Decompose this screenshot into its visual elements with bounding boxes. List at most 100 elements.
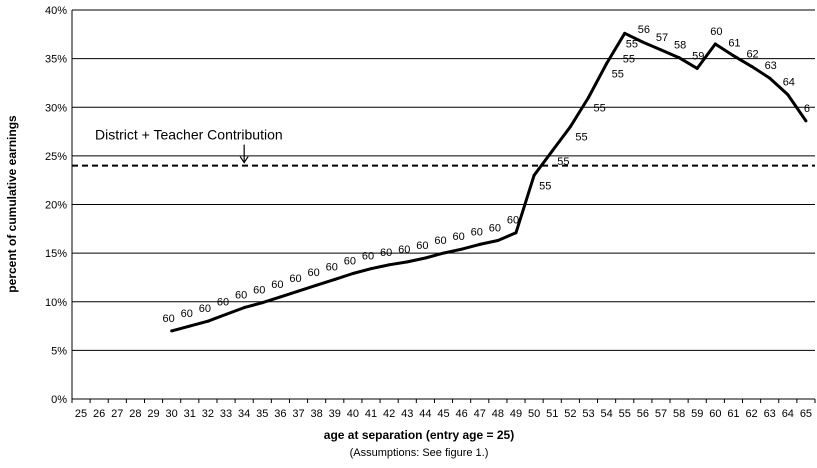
y-tick-label: 10% [45, 297, 67, 309]
data-label: 57 [656, 32, 668, 44]
data-label: 60 [398, 244, 410, 256]
data-label: 61 [728, 38, 740, 50]
x-tick-label: 25 [75, 408, 87, 420]
chart-note: (Assumptions: See figure 1.) [350, 447, 489, 459]
data-label: 55 [626, 38, 638, 50]
data-point [677, 56, 681, 60]
data-point [568, 125, 572, 129]
data-label: 60 [434, 235, 446, 247]
data-point [731, 54, 735, 58]
data-label: 64 [783, 77, 795, 89]
y-tick-label: 25% [45, 151, 67, 163]
x-axis-title: age at separation (entry age = 25) [324, 428, 514, 442]
y-tick-label: 0% [51, 394, 67, 406]
data-point [750, 64, 754, 68]
x-tick-label: 47 [474, 408, 486, 420]
x-tick-label: 59 [691, 408, 703, 420]
x-tick-label: 29 [147, 408, 159, 420]
data-point [442, 251, 445, 255]
data-label: 60 [326, 261, 338, 273]
data-point [532, 173, 536, 177]
x-tick-label: 42 [383, 408, 395, 420]
x-tick-label: 57 [655, 408, 667, 420]
x-tick-label: 63 [764, 408, 776, 420]
x-tick-label: 35 [256, 408, 268, 420]
x-tick-label: 64 [782, 408, 794, 420]
x-tick-label: 30 [166, 408, 178, 420]
data-label: 59 [692, 50, 704, 62]
data-point [369, 267, 373, 271]
data-label: 60 [181, 308, 193, 320]
x-tick-label: 60 [709, 408, 721, 420]
x-tick-label: 41 [365, 408, 377, 420]
data-point [550, 149, 554, 153]
data-label: 60 [452, 231, 464, 243]
data-point [605, 61, 609, 65]
x-tick-label: 53 [582, 408, 594, 420]
reference-line-label: District + Teacher Contribution [95, 127, 283, 143]
x-tick-label: 56 [637, 408, 649, 420]
data-label: 58 [674, 40, 686, 52]
y-tick-label: 15% [45, 248, 67, 260]
x-tick-label: 65 [800, 408, 812, 420]
gridlines [71, 9, 815, 400]
data-point [333, 277, 337, 281]
data-point [278, 295, 282, 299]
series-group [170, 31, 808, 333]
data-label: 60 [289, 273, 301, 285]
data-label: 62 [746, 48, 758, 60]
data-point [695, 66, 699, 70]
x-tick-label: 62 [745, 408, 757, 420]
data-label: 6 [804, 103, 810, 115]
x-tick-label: 33 [220, 408, 232, 420]
data-point [297, 289, 301, 293]
data-label: 60 [380, 247, 392, 259]
data-point [768, 76, 772, 80]
data-label: 55 [575, 132, 587, 144]
y-tick-label: 5% [51, 345, 67, 357]
series-line-0 [171, 31, 808, 333]
x-tick-label: 61 [727, 408, 739, 420]
x-tick-label: 51 [546, 408, 558, 420]
x-tick-label: 36 [274, 408, 286, 420]
data-point [641, 40, 645, 44]
data-label: 60 [271, 279, 283, 291]
data-point [188, 324, 192, 328]
y-tick-label: 40% [45, 5, 67, 17]
x-tick-label: 52 [564, 408, 576, 420]
data-point [423, 256, 427, 260]
data-point [206, 319, 210, 323]
y-axis-ticks: 0% 5% 10% 15% 20% 25% 30% 35% 40% [45, 5, 67, 406]
data-label: 60 [710, 26, 722, 38]
x-tick-label: 32 [202, 408, 214, 420]
data-point [623, 31, 627, 35]
x-tick-label: 55 [619, 408, 631, 420]
data-label: 55 [612, 68, 624, 80]
x-tick-label: 34 [238, 408, 250, 420]
reference-line-group: District + Teacher Contribution [72, 127, 815, 167]
data-point [260, 301, 264, 305]
x-tick-label: 39 [329, 408, 341, 420]
data-point [405, 260, 409, 264]
data-label: 60 [253, 285, 265, 297]
data-point [804, 119, 808, 123]
y-tick-label: 30% [45, 102, 67, 114]
data-label: 60 [217, 296, 229, 308]
x-tick-label: 44 [419, 408, 431, 420]
data-label: 60 [199, 303, 211, 315]
data-point [387, 263, 391, 267]
x-tick-label: 48 [492, 408, 504, 420]
data-point [786, 93, 790, 97]
x-tick-label: 54 [600, 408, 612, 420]
data-label: 63 [765, 60, 777, 72]
x-tick-label: 27 [111, 408, 123, 420]
data-labels: 60 60 60 60 60 60 60 60 60 60 60 60 60 60 60 60 60 60 60 60… [163, 24, 810, 325]
data-label: 56 [638, 24, 650, 36]
x-tick-label: 50 [528, 408, 540, 420]
data-point [713, 42, 717, 46]
x-tick-label: 26 [93, 408, 105, 420]
x-tick-label: 45 [437, 408, 449, 420]
data-label: 55 [539, 180, 551, 192]
data-label: 55 [623, 53, 635, 65]
data-point [659, 48, 663, 52]
